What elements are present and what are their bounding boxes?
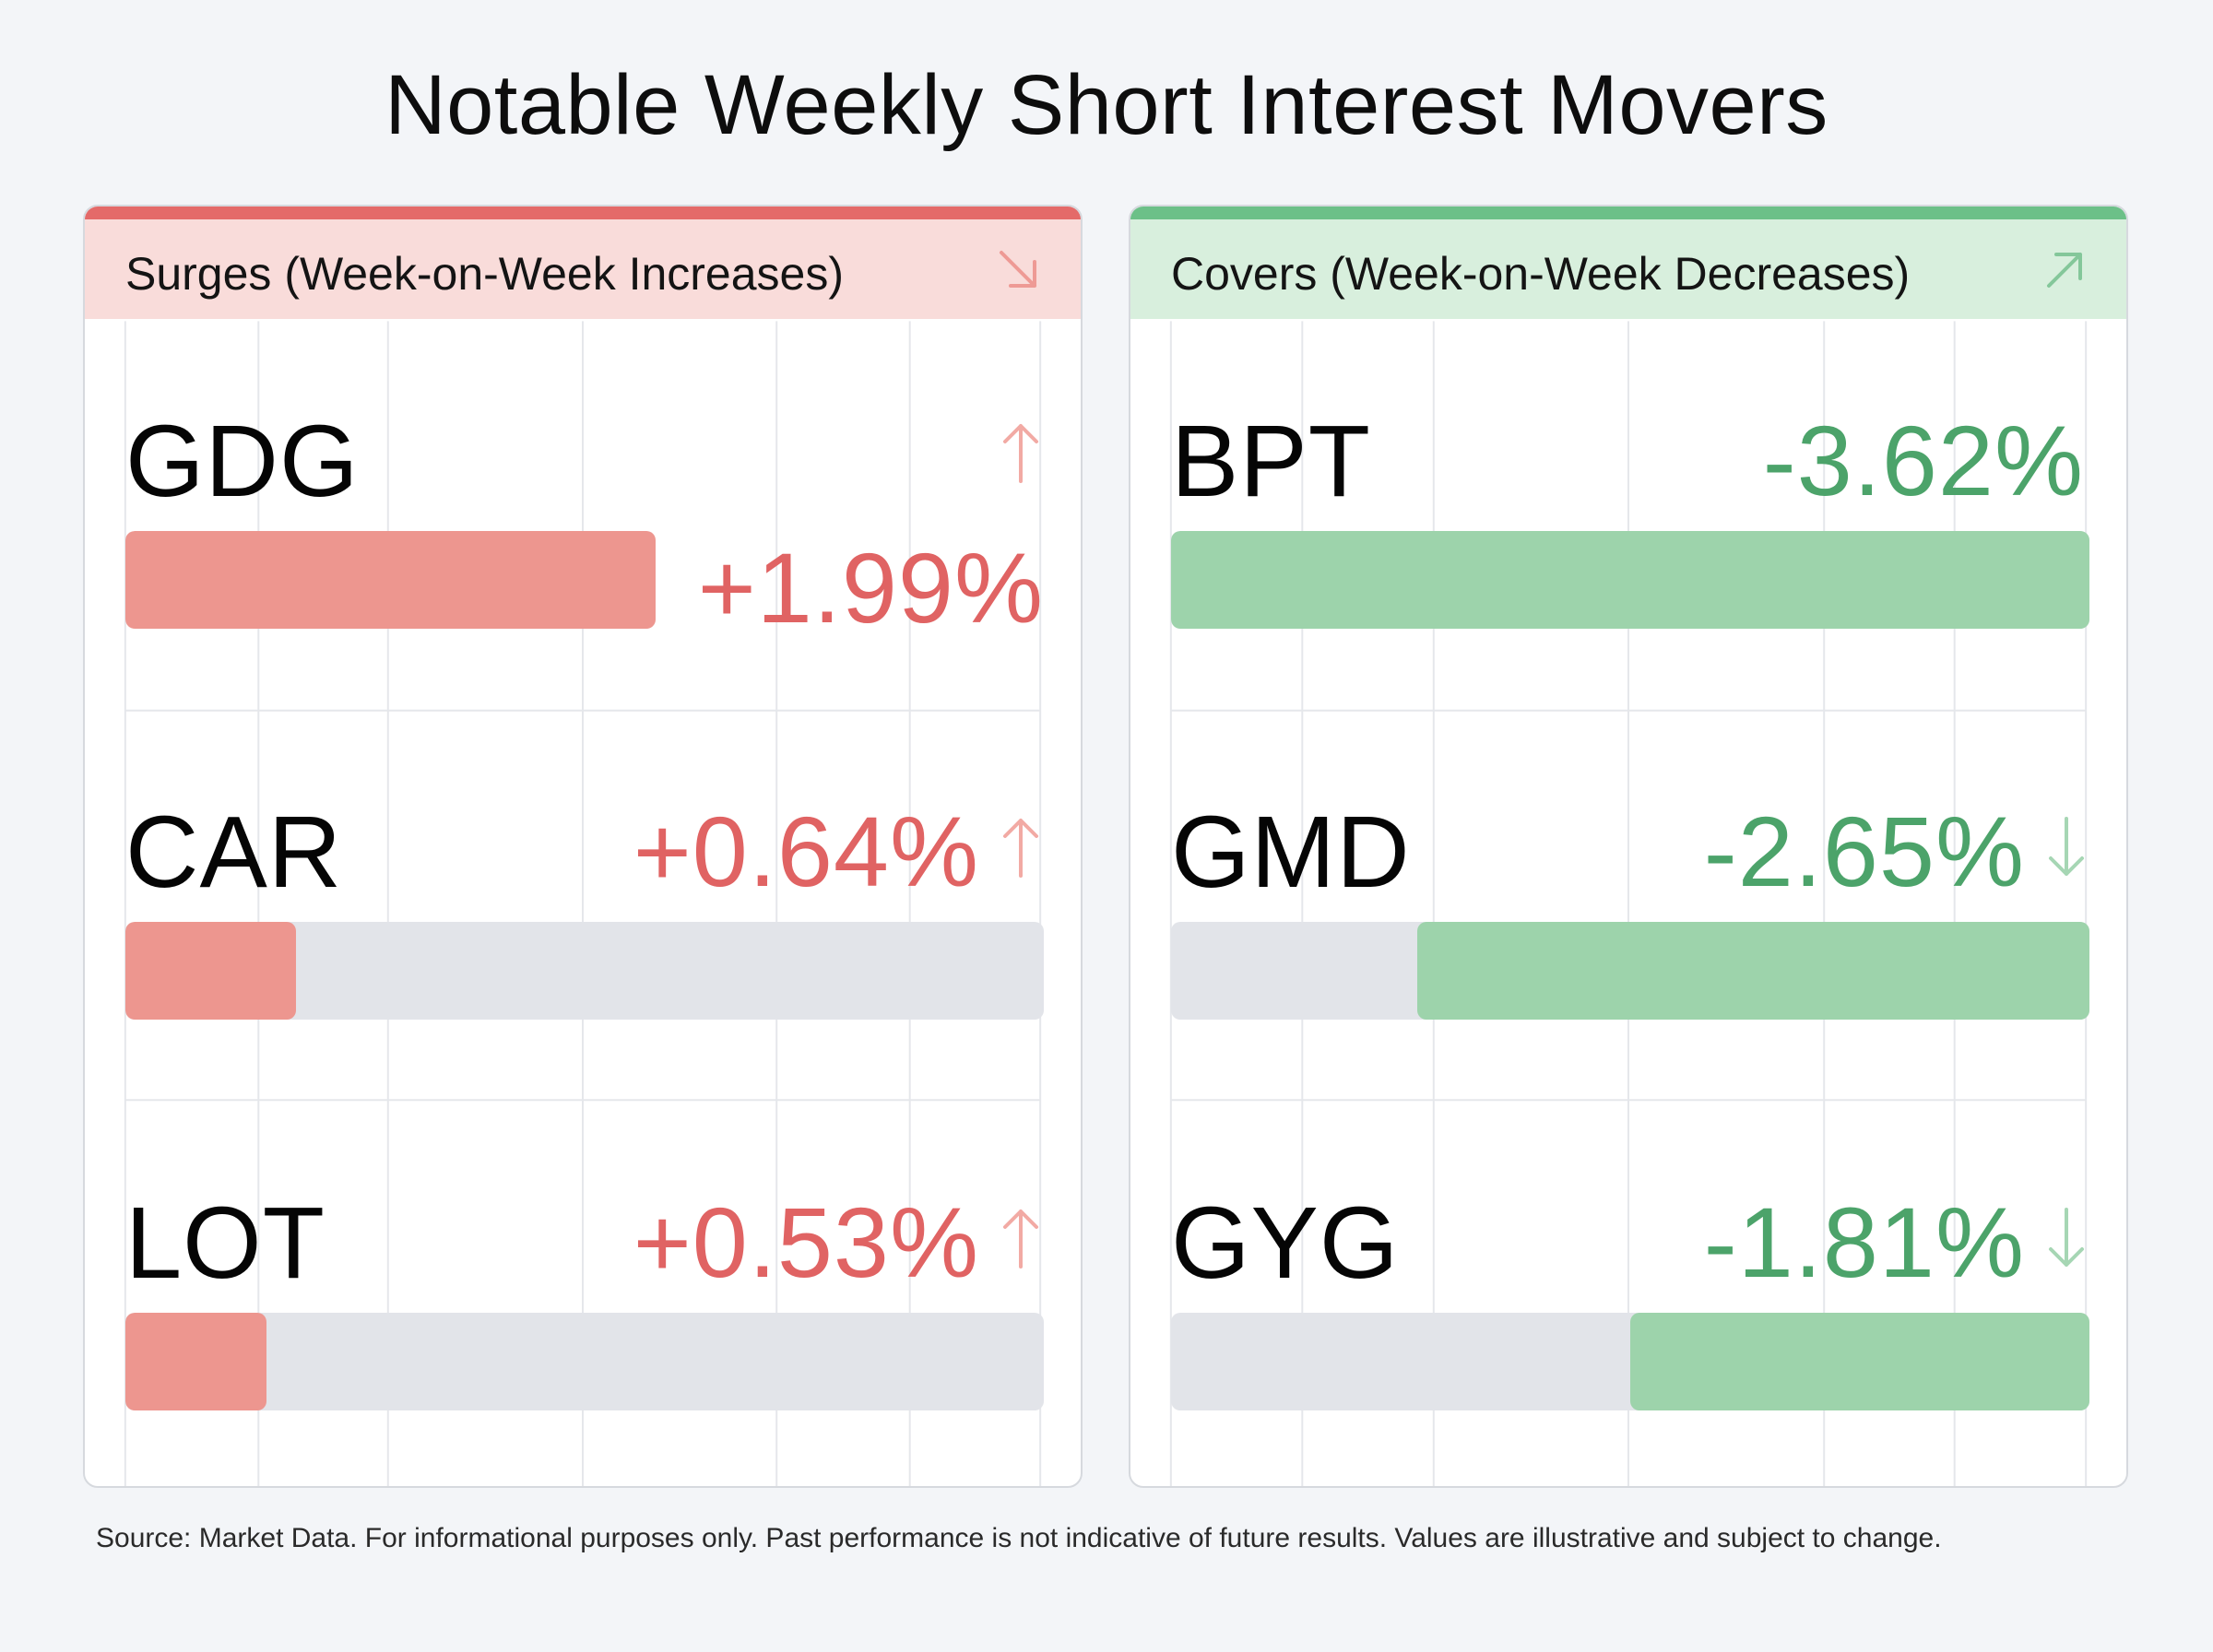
- value-label: +1.99%: [697, 532, 1044, 643]
- bar-track: [125, 531, 657, 629]
- ticker-label: GYG: [1171, 1186, 1400, 1300]
- arrow-up-right-icon: [2047, 253, 2082, 288]
- surges-row: LOT +0.53%: [125, 1101, 1044, 1486]
- bar-track: [1171, 922, 2089, 1020]
- covers-row: GYG -1.81%: [1171, 1101, 2089, 1486]
- value-label: +0.64%: [633, 796, 979, 907]
- covers-grid: [1169, 321, 2088, 1486]
- covers-row: BPT -3.62%: [1171, 319, 2089, 710]
- value-label: -2.65%: [1703, 796, 2025, 907]
- ticker-label: GMD: [1171, 796, 1411, 909]
- value-label: -3.62%: [1762, 405, 2084, 516]
- covers-topbar: [1130, 206, 2126, 219]
- bar-bpt: [1171, 531, 2089, 629]
- surges-topbar: [85, 206, 1081, 219]
- bar-track: [125, 922, 1044, 1020]
- arrow-up-icon: [1003, 1210, 1038, 1268]
- bar-car: [125, 922, 296, 1020]
- bar-lot: [125, 1313, 266, 1410]
- ticker-label: CAR: [125, 796, 343, 909]
- surges-title: Surges (Week-on-Week Increases): [125, 248, 845, 300]
- covers-title: Covers (Week-on-Week Decreases): [1171, 248, 1911, 300]
- surges-panel: Surges (Week-on-Week Increases) GDG +1.9…: [83, 205, 1083, 1488]
- bar-gyg: [1630, 1313, 2089, 1410]
- ticker-label: BPT: [1171, 405, 1371, 518]
- value-label: +0.53%: [633, 1186, 979, 1298]
- bar-gmd: [1417, 922, 2089, 1020]
- bar-track: [1171, 1313, 2089, 1410]
- bar-track: [125, 1313, 1044, 1410]
- ticker-label: GDG: [125, 405, 360, 518]
- value-label: -1.81%: [1703, 1186, 2025, 1298]
- covers-panel: Covers (Week-on-Week Decreases) BPT -3.6…: [1129, 205, 2128, 1488]
- surges-row: CAR +0.64%: [125, 710, 1044, 1101]
- surges-header: Surges (Week-on-Week Increases): [85, 219, 1081, 319]
- surges-row: GDG +1.99%: [125, 319, 1044, 710]
- arrow-up-icon: [1003, 819, 1038, 878]
- arrow-up-icon: [1003, 424, 1038, 483]
- arrow-down-right-icon: [1000, 251, 1036, 288]
- arrow-down-icon: [2049, 817, 2084, 876]
- ticker-label: LOT: [125, 1186, 325, 1300]
- covers-row: GMD -2.65%: [1171, 710, 2089, 1101]
- bar-gdg: [125, 531, 656, 629]
- surges-grid: [124, 321, 1042, 1486]
- footnote: Source: Market Data. For informational p…: [96, 1523, 1942, 1553]
- bar-track: [1171, 531, 2089, 629]
- covers-header: Covers (Week-on-Week Decreases): [1130, 219, 2126, 319]
- page-title: Notable Weekly Short Interest Movers: [385, 58, 1828, 152]
- arrow-down-icon: [2049, 1208, 2084, 1267]
